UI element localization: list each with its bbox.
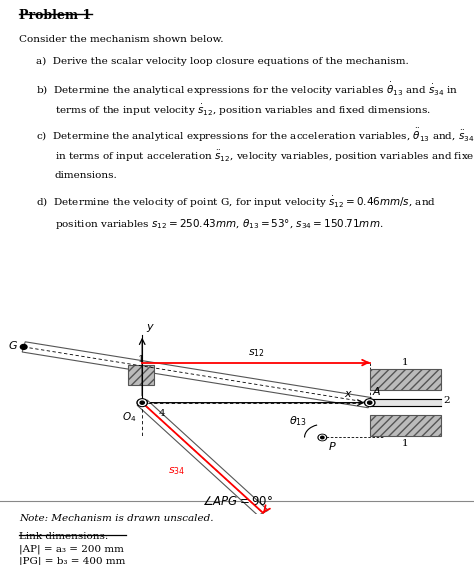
Text: 4: 4 — [159, 409, 165, 418]
Text: $x$: $x$ — [344, 389, 353, 399]
Text: d)  Determine the velocity of point G, for input velocity $\dot{s}_{12} = 0.46mm: d) Determine the velocity of point G, fo… — [36, 194, 436, 210]
Circle shape — [368, 401, 372, 404]
Circle shape — [366, 400, 374, 406]
Circle shape — [138, 400, 146, 406]
Circle shape — [318, 434, 327, 441]
Polygon shape — [22, 342, 371, 408]
Text: $y$: $y$ — [146, 321, 155, 334]
Text: $O_4$: $O_4$ — [122, 410, 137, 424]
Circle shape — [320, 436, 324, 439]
Text: $G$: $G$ — [8, 339, 18, 351]
Text: a)  Derive the scalar velocity loop closure equations of the mechanism.: a) Derive the scalar velocity loop closu… — [36, 57, 408, 66]
Bar — [370, 369, 441, 390]
Text: $s_{12}$: $s_{12}$ — [247, 347, 264, 359]
Circle shape — [137, 399, 147, 406]
Text: c)  Determine the analytical expressions for the acceleration variables, $\ddot{: c) Determine the analytical expressions … — [36, 127, 474, 144]
Circle shape — [319, 435, 325, 440]
Text: dimensions.: dimensions. — [55, 171, 117, 180]
Text: position variables $s_{12} = 250.43mm$, $\theta_{13} = 53°$, $s_{34} = 150.71mm$: position variables $s_{12} = 250.43mm$, … — [55, 217, 383, 231]
Text: $\angle APG = 90°$: $\angle APG = 90°$ — [201, 495, 273, 508]
Text: 1: 1 — [402, 439, 409, 448]
Text: terms of the input velocity $\dot{s}_{12}$, position variables and fixed dimensi: terms of the input velocity $\dot{s}_{12… — [55, 103, 430, 118]
Text: $\theta_{13}$: $\theta_{13}$ — [289, 414, 307, 428]
Text: b)  Determine the analytical expressions for the velocity variables $\dot{\theta: b) Determine the analytical expressions … — [36, 81, 458, 98]
Text: Note: Mechanism is drawn unscaled.: Note: Mechanism is drawn unscaled. — [19, 514, 213, 523]
Circle shape — [140, 401, 145, 404]
Text: |AP| = a₃ = 200 mm: |AP| = a₃ = 200 mm — [19, 545, 124, 554]
Bar — [370, 415, 441, 436]
Text: 2: 2 — [443, 397, 450, 406]
Text: in terms of input acceleration $\ddot{s}_{12}$, velocity variables, position var: in terms of input acceleration $\ddot{s}… — [55, 149, 474, 164]
Bar — [128, 365, 154, 385]
Circle shape — [365, 399, 375, 406]
Polygon shape — [137, 400, 268, 515]
Text: Problem 1: Problem 1 — [19, 10, 91, 23]
Text: $A$: $A$ — [372, 385, 382, 397]
Text: 1: 1 — [137, 355, 144, 364]
Text: Consider the mechanism shown below.: Consider the mechanism shown below. — [19, 35, 223, 44]
Text: $s_{34}$: $s_{34}$ — [168, 465, 185, 476]
Text: Link dimensions:: Link dimensions: — [19, 532, 109, 541]
Circle shape — [20, 345, 27, 349]
Text: $P$: $P$ — [328, 440, 337, 453]
Text: 1: 1 — [402, 358, 409, 367]
Text: |PG| = b₃ = 400 mm: |PG| = b₃ = 400 mm — [19, 557, 125, 565]
